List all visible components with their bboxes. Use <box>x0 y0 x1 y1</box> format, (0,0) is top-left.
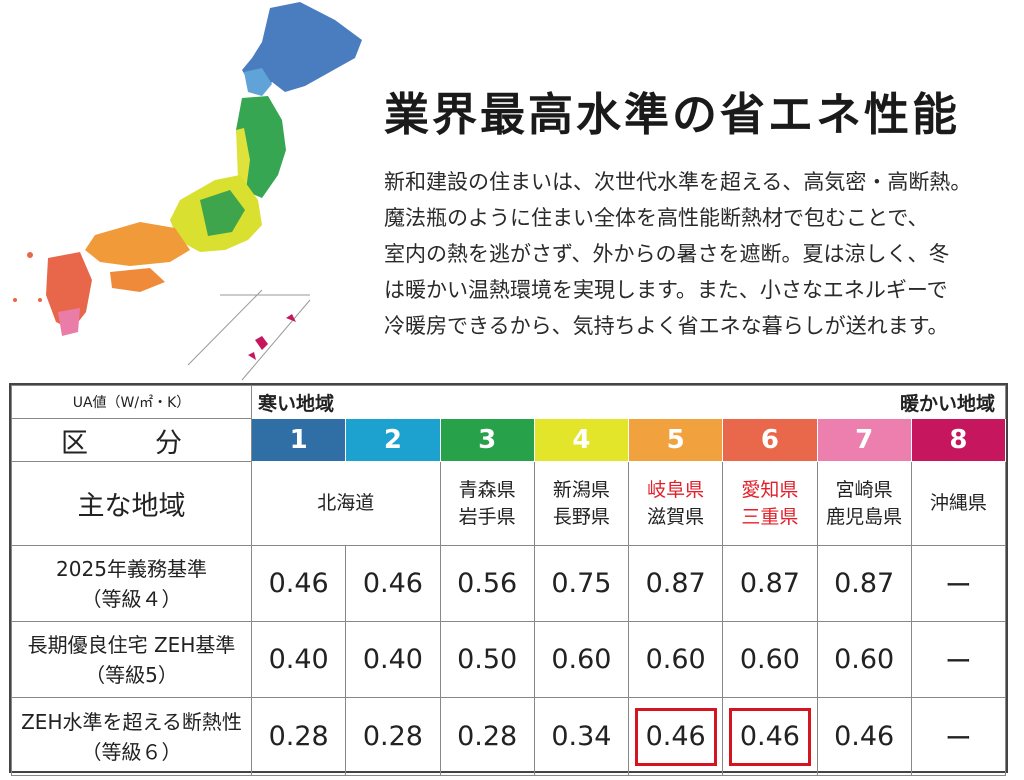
hokkaido-shape <box>242 2 362 92</box>
region-name-highlight: 岐阜県 <box>647 478 705 501</box>
row-label-title: 2025年義務基準 <box>56 556 207 581</box>
cold-region-label: 寒い地域 <box>258 392 335 415</box>
value-cell: 0.60 <box>816 621 912 698</box>
zone-cell-8: 8 <box>910 418 1007 462</box>
shikoku-shape <box>110 268 165 292</box>
highlight-box: 0.46 <box>728 707 811 766</box>
value-cell: 0.75 <box>533 545 630 622</box>
region-zone-6: 愛知県 三重県 <box>722 461 818 546</box>
region-zone-8: 沖縄県 <box>910 461 1007 546</box>
value-cell: 0.40 <box>250 621 347 698</box>
value-cell: 0.28 <box>250 697 347 776</box>
paragraph-line: 魔法瓶のように住まい全体を高性能断熱材で包むことで、 <box>384 206 929 230</box>
region-name: 長野県 <box>552 505 610 528</box>
zone-cell-3: 3 <box>439 418 535 462</box>
zone-cell-4: 4 <box>533 418 630 462</box>
value-cell: 0.56 <box>439 545 535 622</box>
row-label-grade: （等級5） <box>85 662 178 687</box>
region-name-highlight: 三重県 <box>741 505 799 528</box>
region-zone-3: 青森県 岩手県 <box>439 461 535 546</box>
zone-cell-7: 7 <box>816 418 912 462</box>
row-label-grade: （等級４） <box>81 586 182 611</box>
region-name: 北海道 <box>317 492 375 514</box>
kubun-label: 区 分 <box>11 418 252 462</box>
table-row: 2025年義務基準 （等級４） 0.46 0.46 0.56 0.75 0.87… <box>11 545 1007 622</box>
honshu-west <box>85 222 190 266</box>
region-zone-1-2: 北海道 <box>251 461 441 546</box>
paragraph-line: 室内の熱を逃がさず、外からの暑さを遮断。夏は涼しく、冬 <box>384 242 950 266</box>
region-name: 滋賀県 <box>647 505 705 528</box>
value-cell: 0.40 <box>345 621 441 698</box>
zone-cell-1: 1 <box>250 418 347 462</box>
kyushu-shape <box>46 252 92 330</box>
row-label-title: ZEH水準を超える断熱性 <box>21 709 242 734</box>
value-cell-highlighted: 0.46 <box>722 697 818 776</box>
value-cell: 0.87 <box>722 545 818 622</box>
hokkaido-south <box>244 68 272 96</box>
value-cell: ー <box>910 697 1007 776</box>
region-name-highlight: 愛知県 <box>741 478 799 501</box>
japan-climate-zone-map <box>13 2 362 381</box>
value-cell: ー <box>910 621 1007 698</box>
ua-value-table: UA値（W/㎡・K） 寒い地域 暖かい地域 区 分 1 2 3 4 5 6 7 … <box>9 383 1008 776</box>
region-name: 沖縄県 <box>929 492 987 514</box>
region-name: 青森県 <box>458 478 516 501</box>
paragraph-line: は暖かい温熱環境を実現します。また、小さなエネルギーで <box>384 278 948 302</box>
okinawa-islands <box>248 314 296 360</box>
value-cell: 0.28 <box>439 697 535 776</box>
honshu-mountains <box>200 190 245 236</box>
value-cell: 0.60 <box>722 621 818 698</box>
tohoku-shape <box>236 96 286 198</box>
row-label-title: 長期優良住宅 ZEH基準 <box>27 632 236 657</box>
value-cell: 0.50 <box>439 621 535 698</box>
region-name: 鹿児島県 <box>826 505 903 528</box>
value-cell-highlighted: 0.46 <box>627 697 724 776</box>
value-cell: ー <box>910 545 1007 622</box>
tohoku-coast <box>236 128 250 190</box>
row-label: ZEH水準を超える断熱性 （等級６） <box>11 697 252 776</box>
value-cell: 0.87 <box>627 545 724 622</box>
value-cell: 0.60 <box>627 621 724 698</box>
value-cell: 0.46 <box>345 545 441 622</box>
region-name: 新潟県 <box>552 478 610 501</box>
value-cell: 0.87 <box>816 545 912 622</box>
region-zone-5: 岐阜県 滋賀県 <box>627 461 724 546</box>
intro-paragraph: 新和建設の住まいは、次世代水準を超える、高気密・高断熱。 魔法瓶のように住まい全… <box>384 164 1024 344</box>
region-zone-7: 宮崎県 鹿児島県 <box>816 461 912 546</box>
table-row: ZEH水準を超える断熱性 （等級６） 0.28 0.28 0.28 0.34 0… <box>11 697 1007 776</box>
value-cell: 0.28 <box>345 697 441 776</box>
row-label: 2025年義務基準 （等級４） <box>11 545 252 622</box>
paragraph-line: 新和建設の住まいは、次世代水準を超える、高気密・高断熱。 <box>384 170 972 194</box>
page-title: 業界最高水準の省エネ性能 <box>384 88 961 141</box>
row-label-grade: （等級６） <box>81 739 182 764</box>
zone-cell-5: 5 <box>627 418 724 462</box>
warm-region-label: 暖かい地域 <box>899 392 995 415</box>
value-cell: 0.46 <box>250 545 347 622</box>
climate-header: 寒い地域 暖かい地域 <box>251 385 1006 419</box>
table-row: 長期優良住宅 ZEH基準 （等級5） 0.40 0.40 0.50 0.60 0… <box>11 621 1007 698</box>
value-cell: 0.34 <box>533 697 630 776</box>
zone-cell-2: 2 <box>345 418 441 462</box>
region-zone-4: 新潟県 長野県 <box>533 461 630 546</box>
value-cell: 0.60 <box>533 621 630 698</box>
kyushu-south <box>58 308 80 336</box>
region-header: 主な地域 <box>11 461 252 546</box>
value-cell: 0.46 <box>816 697 912 776</box>
unit-label: UA値（W/㎡・K） <box>11 385 252 419</box>
zone-cell-6: 6 <box>722 418 818 462</box>
region-name: 宮崎県 <box>835 478 893 501</box>
row-label: 長期優良住宅 ZEH基準 （等級5） <box>11 621 252 698</box>
paragraph-line: 冷暖房できるから、気持ちよく省エネな暮らしが送れます。 <box>384 314 949 338</box>
region-name: 岩手県 <box>458 505 516 528</box>
highlight-box: 0.46 <box>634 707 717 766</box>
